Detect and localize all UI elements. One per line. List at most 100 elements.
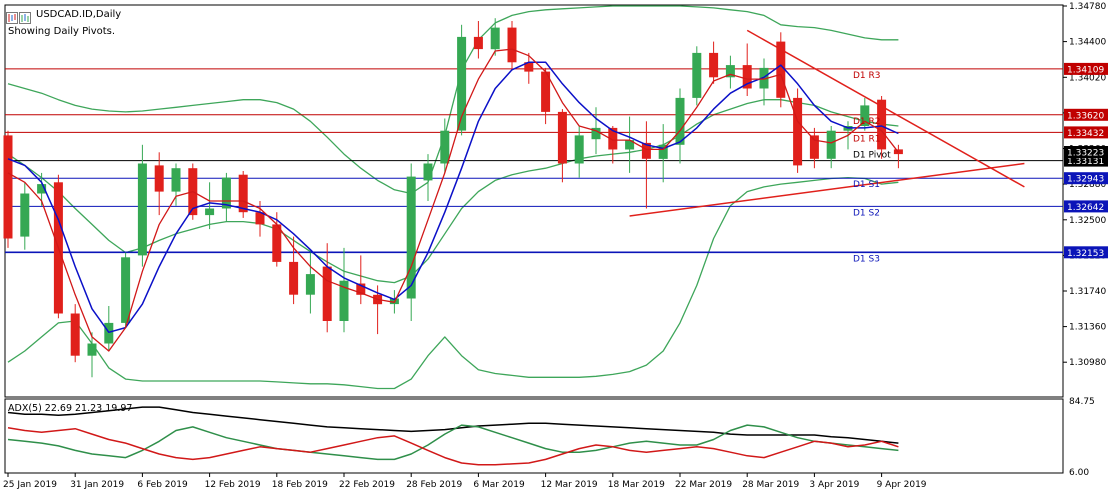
pivot-price-label-1: 1.33620 [1067,111,1104,121]
price-axis[interactable]: 1.347801.344001.340201.336401.332601.328… [1063,2,1108,368]
adx-panel: 84.75 6.00 ADX(5) 22.69 21.23 19.97 [4,397,1095,478]
candle-body-20 [339,280,349,321]
candle-body-44 [742,65,752,89]
candle-body-49 [826,130,836,159]
price-panel: D1 R3 D1 R2 D1 R1 D1 Pivot D1 S1 D1 S2 D1 S3 1… [3,2,1108,398]
time-tick-label-10: 22 Mar 2019 [675,480,732,490]
candle-body-14 [238,174,248,213]
current-price-label: 1.33223 [1067,149,1104,159]
adx-series-2 [7,427,899,466]
candle-body-18 [305,274,315,295]
candle-body-47 [793,97,803,166]
pivot-price-label-6: 1.32153 [1067,249,1104,259]
trendlines [629,29,1025,217]
price-tick-label-5: 1.32880 [1069,180,1106,190]
candle-body-36 [608,127,618,150]
pivot-price-box-0 [1064,62,1108,75]
candle-body-4 [70,313,80,356]
time-tick-label-9: 18 Mar 2019 [608,480,665,490]
pivot-price-label-4: 1.32943 [1067,175,1104,185]
pivot-label-6: D1 S3 [853,254,880,264]
pivot-price-box-5 [1064,200,1108,213]
candle-body-29 [490,27,500,50]
candle-body-12 [205,208,215,216]
pivot-lines [5,68,1063,254]
time-tick-label-6: 28 Feb 2019 [406,480,462,490]
candle-body-40 [675,97,685,145]
candle-body-10 [171,168,181,192]
time-tick-label-12: 3 Apr 2019 [809,480,859,490]
adx-legend: ADX(5) 22.69 21.23 19.97 [8,403,132,414]
candle-body-52 [877,99,887,150]
time-tick-label-5: 22 Feb 2019 [339,480,395,490]
candle-body-27 [457,36,467,131]
candle-body-25 [423,163,433,181]
candle-body-13 [221,177,231,209]
candle-body-9 [154,165,164,192]
candle-body-16 [272,224,282,262]
lower-trendline [629,162,1025,217]
chart-window-icon [6,9,32,24]
time-tick-label-11: 28 Mar 2019 [742,480,799,490]
pivot-price-box-2 [1064,126,1108,139]
candle-body-42 [709,52,719,78]
candle-body-7 [121,257,131,323]
adx-series-0 [7,406,899,444]
candle-body-5 [87,343,97,356]
price-panel-frame [4,4,1064,398]
time-tick-label-3: 12 Feb 2019 [205,480,261,490]
time-tick-label-1: 31 Jan 2019 [70,480,124,490]
candle-body-15 [255,212,265,225]
pivot-price-label-5: 1.32642 [1067,203,1104,213]
price-tick-label-9: 1.31360 [1069,323,1106,333]
ma-slow-line [7,61,899,334]
current-price-box [1064,146,1108,158]
adx-tick-label-0: 84.75 [1069,397,1095,407]
candle-body-39 [658,144,668,159]
candle-body-0 [3,135,13,239]
price-tick-label-1: 1.34400 [1069,38,1106,48]
price-tick-label-6: 1.32500 [1069,216,1106,226]
adx-tick-label-1: 6.00 [1069,468,1089,478]
pivot-labels: D1 R3 D1 R2 D1 R1 D1 Pivot D1 S1 D1 S2 D1 S3 [853,71,891,264]
time-tick-label-2: 6 Feb 2019 [137,480,188,490]
pivot-label-3: D1 Pivot [853,151,891,161]
candle-body-43 [725,65,735,78]
time-tick-label-13: 9 Apr 2019 [877,480,927,490]
candle-body-48 [809,135,819,159]
pivot-price-label-2: 1.33432 [1067,129,1104,139]
bollinger-middle-line [7,99,899,284]
candle-body-19 [322,266,332,321]
candle-body-33 [557,111,567,164]
time-tick-label-7: 6 Mar 2019 [473,480,525,490]
candle-body-46 [776,41,786,98]
candle-body-28 [473,36,483,50]
candle-body-34 [574,135,584,164]
upper-trendline [746,29,1025,188]
candle-body-17 [289,261,299,295]
pivot-label-1: D1 R2 [853,117,881,127]
moving-averages [7,48,899,352]
pivot-label-4: D1 S1 [853,180,880,190]
candle-body-21 [356,283,366,295]
candle-body-30 [507,27,517,63]
symbol-title: USDCAD.ID,Daily [36,9,122,20]
candle-body-35 [591,127,601,140]
pivot-label-2: D1 R1 [853,134,881,144]
pivot-price-label-0: 1.34109 [1067,65,1104,75]
candle-body-1 [20,193,30,237]
time-axis[interactable]: 25 Jan 2019 31 Jan 2019 6 Feb 2019 12 Feb 2… [3,473,927,490]
adx-lines [7,406,899,466]
time-tick-label-0: 25 Jan 2019 [3,480,57,490]
pivot-label-0: D1 R3 [853,71,881,81]
candle-body-38 [641,142,651,159]
ma-fast-line [7,48,899,352]
candle-body-8 [137,163,147,256]
price-tick-label-0: 1.34780 [1069,2,1106,12]
pivot-label-5: D1 S2 [853,208,880,218]
candle-body-2 [37,184,47,194]
candle-body-32 [541,71,551,112]
pivot-price-box-6 [1064,246,1108,259]
adx-series-1 [7,424,899,461]
